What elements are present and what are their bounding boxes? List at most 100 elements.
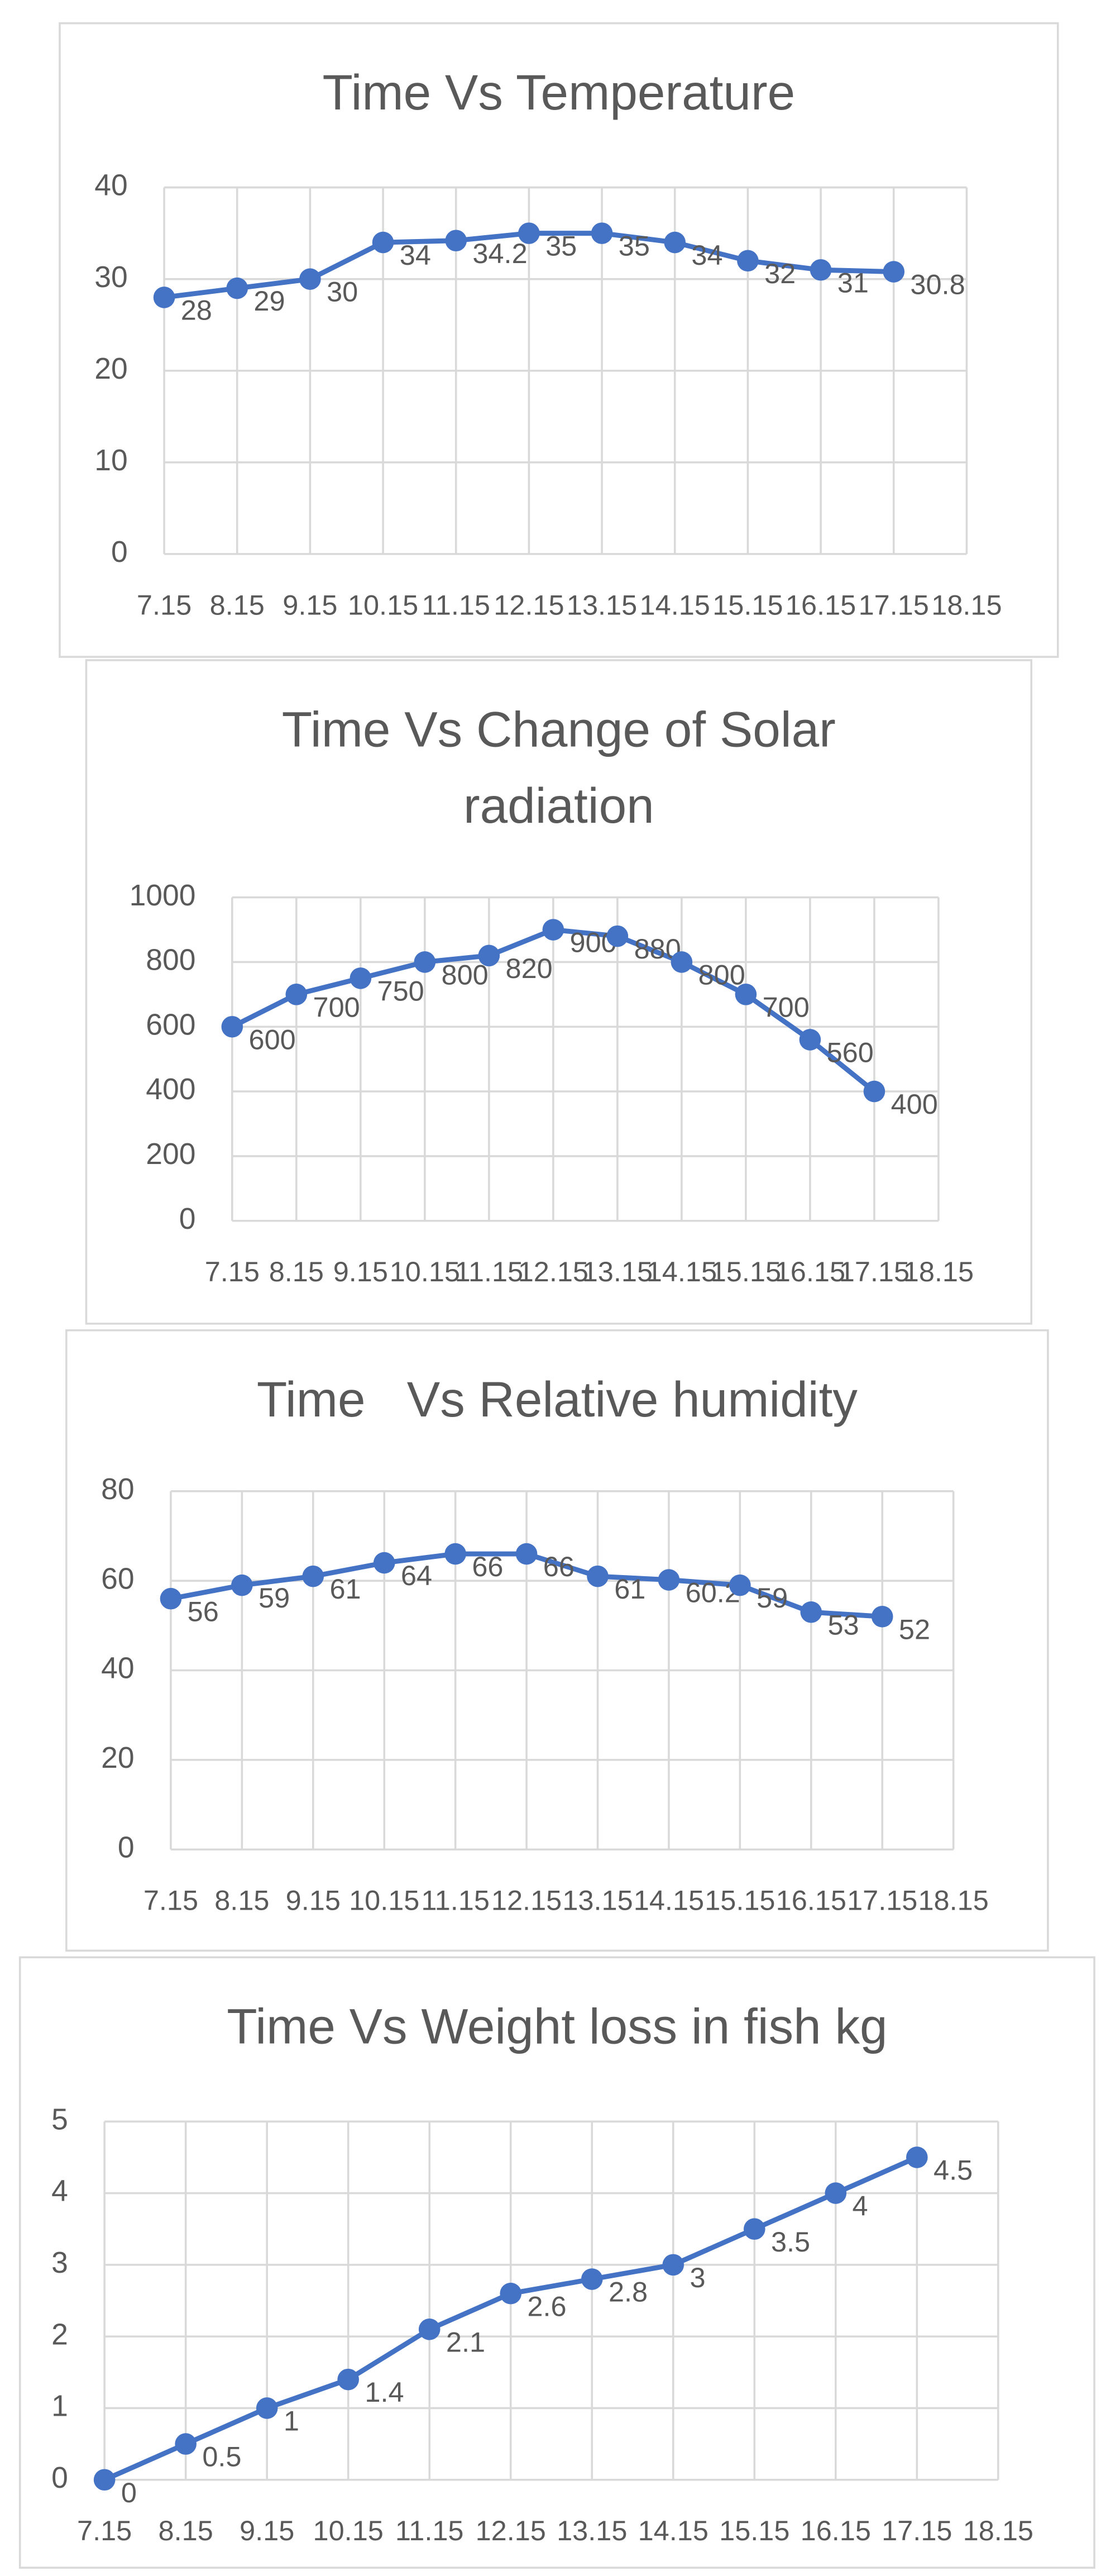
- data-label: 820: [506, 952, 553, 984]
- y-tick-label: 30: [94, 261, 127, 294]
- marker: [302, 1565, 324, 1587]
- y-tick-label: 800: [146, 944, 195, 977]
- marker: [418, 2319, 441, 2340]
- data-label: 66: [472, 1551, 503, 1582]
- marker: [799, 1029, 821, 1051]
- marker: [671, 951, 693, 973]
- data-label: 0: [121, 2477, 137, 2508]
- chart-title: Time Vs Weight loss in fish kg: [227, 2000, 888, 2055]
- marker: [373, 1552, 395, 1574]
- data-label: 59: [757, 1582, 788, 1614]
- data-label: 600: [249, 1023, 296, 1055]
- marker: [871, 1606, 893, 1628]
- data-label: 2.6: [527, 2290, 566, 2322]
- marker: [478, 944, 500, 967]
- y-tick-label: 400: [146, 1073, 195, 1106]
- x-tick-label: 7.15: [205, 1256, 260, 1287]
- marker: [591, 222, 613, 244]
- marker: [500, 2282, 522, 2305]
- data-label: 53: [827, 1609, 859, 1640]
- x-tick-label: 9.15: [240, 2515, 294, 2546]
- y-tick-label: 0: [118, 1831, 135, 1864]
- marker: [372, 231, 394, 254]
- x-tick-label: 10.15: [313, 2515, 384, 2546]
- y-tick-label: 0: [179, 1203, 196, 1235]
- x-tick-label: 9.15: [286, 1885, 341, 1916]
- x-tick-label: 17.15: [882, 2515, 952, 2546]
- marker: [581, 2268, 603, 2290]
- data-label: 800: [698, 959, 745, 991]
- y-tick-label: 3: [51, 2246, 68, 2279]
- x-tick-label: 10.15: [348, 589, 418, 621]
- y-tick-label: 10: [94, 444, 127, 477]
- data-label: 64: [401, 1559, 432, 1591]
- title-box: Time Vs Relative humidity: [256, 1373, 858, 1428]
- data-label: 400: [891, 1088, 938, 1120]
- x-tick-label: 16.15: [776, 1885, 846, 1916]
- data-label: 1.4: [365, 2376, 404, 2408]
- marker: [221, 1015, 243, 1038]
- title-box: Time Vs Weight loss in fish kg: [227, 2000, 888, 2055]
- y-tick-label: 40: [94, 169, 127, 202]
- data-label: 1: [284, 2405, 299, 2437]
- y-tick-label: 80: [101, 1473, 134, 1506]
- marker: [587, 1565, 609, 1587]
- marker: [729, 1574, 751, 1596]
- marker: [800, 1601, 822, 1623]
- marker: [445, 230, 467, 252]
- chart-title: Time Vs Relative humidity: [256, 1373, 858, 1428]
- y-tick-label: 20: [94, 352, 127, 385]
- x-tick-label: 11.15: [422, 589, 490, 621]
- chart-frame: [18, 1956, 1095, 2569]
- x-tick-label: 12.15: [518, 1256, 588, 1287]
- x-tick-label: 10.15: [349, 1885, 419, 1916]
- y-tick-label: 600: [146, 1008, 195, 1041]
- marker: [825, 2182, 847, 2204]
- y-tick-label: 0: [51, 2461, 68, 2494]
- x-tick-label: 13.15: [582, 1256, 653, 1287]
- x-tick-label: 16.15: [801, 2515, 871, 2546]
- x-tick-label: 13.15: [562, 1885, 633, 1916]
- data-label: 34: [691, 239, 722, 271]
- x-tick-label: 16.15: [786, 589, 856, 621]
- data-label: 31: [837, 266, 869, 298]
- y-tick-label: 0: [111, 536, 128, 569]
- x-tick-label: 8.15: [269, 1256, 324, 1287]
- marker: [658, 1569, 680, 1591]
- marker: [285, 984, 308, 1005]
- marker: [414, 951, 436, 973]
- x-tick-label: 17.15: [859, 589, 929, 621]
- x-tick-label: 7.15: [77, 2515, 132, 2546]
- marker: [542, 919, 564, 941]
- data-label: 30.8: [910, 269, 965, 300]
- marker: [810, 259, 832, 281]
- x-tick-label: 14.15: [634, 1885, 704, 1916]
- title-box: Time Vs Change of Solar radiation: [282, 703, 836, 834]
- marker: [518, 222, 540, 244]
- data-label: 61: [614, 1573, 645, 1605]
- y-tick-label: 4: [51, 2175, 68, 2208]
- x-tick-label: 8.15: [210, 589, 265, 621]
- x-tick-label: 10.15: [390, 1256, 460, 1287]
- marker: [93, 2469, 116, 2491]
- x-tick-label: 17.15: [839, 1256, 909, 1287]
- y-tick-label: 1000: [130, 879, 196, 912]
- data-label: 2.1: [446, 2326, 485, 2358]
- data-label: 800: [442, 959, 489, 991]
- marker: [337, 2368, 359, 2391]
- marker: [175, 2433, 197, 2455]
- marker: [515, 1543, 538, 1565]
- data-label: 35: [619, 230, 650, 262]
- data-label: 4: [852, 2190, 868, 2222]
- x-tick-label: 12.15: [494, 589, 564, 621]
- data-label: 560: [827, 1036, 874, 1068]
- x-tick-label: 11.15: [395, 2515, 464, 2546]
- marker: [160, 1587, 182, 1610]
- y-tick-label: 5: [51, 2103, 68, 2136]
- data-label: 3: [690, 2262, 705, 2293]
- marker: [226, 277, 248, 299]
- x-tick-label: 14.15: [638, 2515, 709, 2546]
- x-tick-label: 18.15: [918, 1885, 988, 1916]
